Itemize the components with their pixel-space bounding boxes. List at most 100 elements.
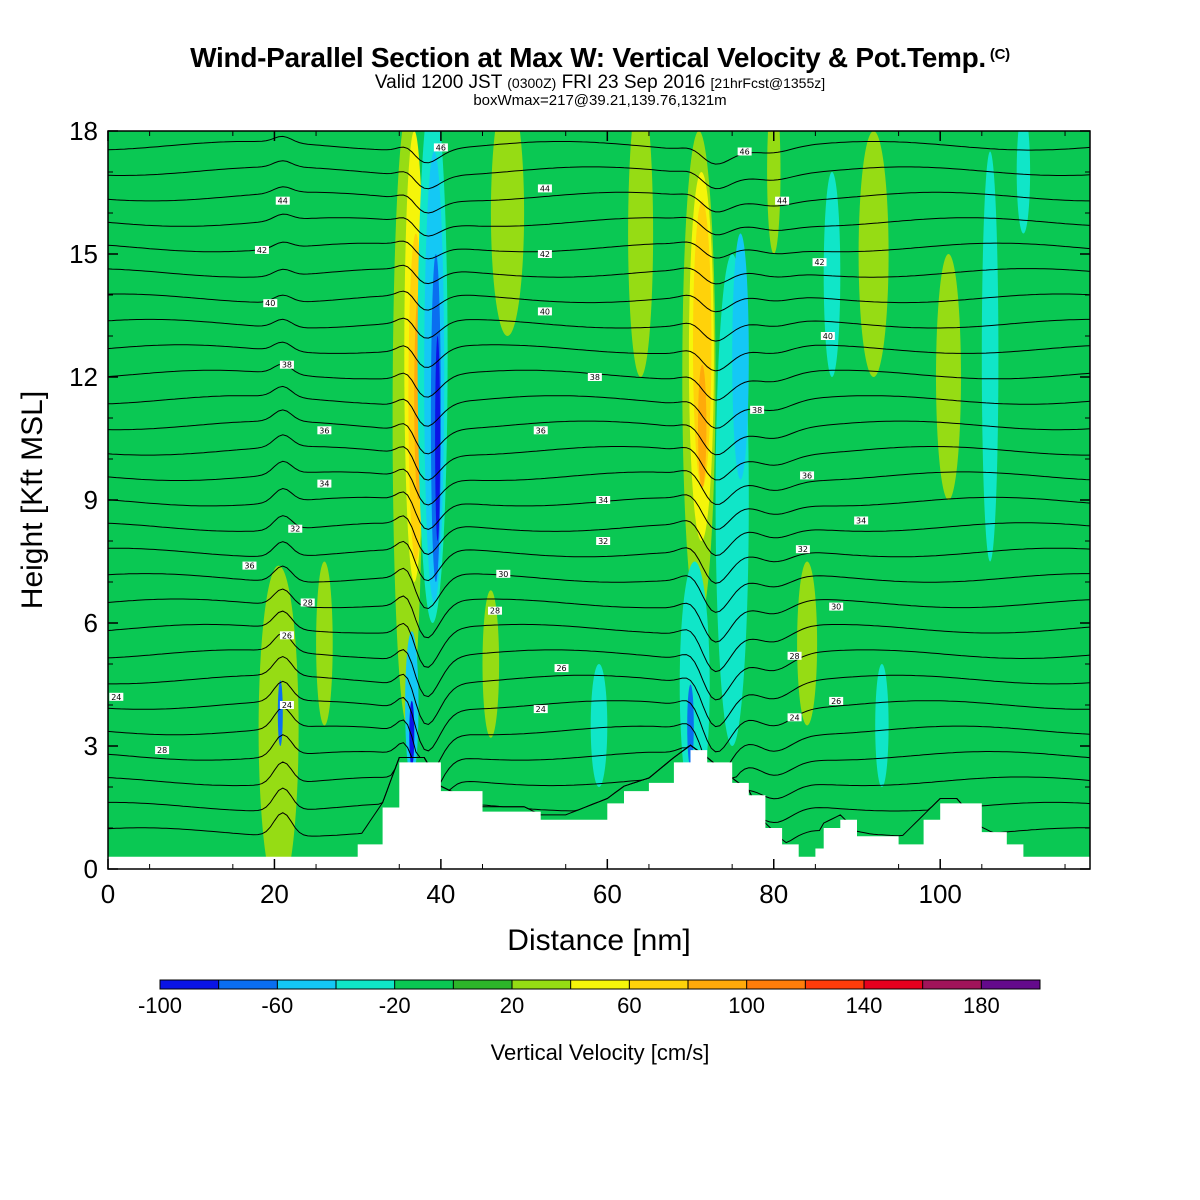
colorbar-tick-label: 180	[963, 993, 1000, 1018]
colorbar: -100 -60 -20 20 60 100 140 180	[138, 979, 1041, 1018]
velocity-cell	[823, 172, 841, 377]
isentrope-label: 34	[319, 480, 329, 489]
isentrope-line	[108, 290, 1090, 313]
colorbar-tick-label: -20	[379, 993, 411, 1018]
isentrope-line	[108, 160, 1090, 190]
velocity-cell	[858, 131, 889, 377]
isentrope-label-bg	[829, 696, 844, 705]
isentrope-label-bg	[820, 332, 835, 340]
velocity-cell	[277, 680, 283, 746]
isentrope-label-bg	[487, 606, 502, 615]
x-tick-label: 40	[426, 879, 455, 909]
isentrope-line	[108, 515, 1090, 557]
isentrope-label: 28	[789, 652, 799, 661]
colorbar-swatch	[336, 980, 396, 989]
valid-date: FRI 23 Sep 2016	[561, 72, 706, 93]
isentrope-labels: 24 28 36 32 34 36 38 40 42 44 28 26 24 46 44 42 40 38 36 34…	[109, 143, 869, 755]
isentrope-label-bg	[279, 631, 294, 640]
y-tick-label: 3	[84, 731, 98, 761]
isentrope-label-bg	[795, 545, 810, 554]
valid-utc: (0300Z)	[507, 75, 557, 91]
colorbar-swatch	[394, 980, 454, 989]
x-tick-label: 60	[593, 879, 622, 909]
isentrope-label-bg	[829, 602, 844, 611]
isentrope-label: 26	[556, 664, 566, 673]
colorbar-swatch	[570, 980, 630, 989]
velocity-cell	[732, 233, 749, 480]
isentrope-line	[108, 264, 1090, 285]
isentrope-label-bg	[300, 598, 315, 607]
isentrope-label: 40	[823, 332, 833, 341]
velocity-cell	[316, 561, 333, 726]
isentrope-line	[108, 744, 1090, 800]
velocity-cell	[490, 131, 525, 336]
isentrope-line	[108, 588, 1090, 643]
isentrope-label-bg	[242, 561, 257, 570]
isentrope-line	[108, 744, 1090, 824]
isentrope-line	[108, 240, 1090, 260]
isentrope-label: 32	[598, 537, 608, 546]
isentrope-label-bg	[279, 701, 294, 709]
colorbar-tick-label: 60	[617, 993, 641, 1018]
colorbar-label: Vertical Velocity [cm/s]	[490, 1040, 710, 1065]
isentrope-label-bg	[254, 245, 269, 254]
isentrope-label-bg	[787, 713, 802, 722]
isentrope-label: 24	[282, 701, 292, 710]
chart-title-text: Wind-Parallel Section at Max W: Vertical…	[190, 42, 986, 73]
isentrope-label-bg	[496, 569, 511, 578]
velocity-cell	[435, 336, 441, 541]
isentrope-line	[108, 186, 1090, 214]
x-tick-label: 0	[101, 879, 115, 909]
colorbar-swatch	[512, 980, 572, 989]
isentrope-label: 24	[536, 705, 546, 714]
isentrope-label-bg	[317, 479, 332, 488]
colorbar-tick-label: -100	[138, 993, 182, 1018]
isentrope-label-bg	[279, 360, 294, 369]
isentrope-label-bg	[263, 299, 278, 308]
colorbar-tick-label: 140	[846, 993, 883, 1018]
velocity-cell	[1016, 131, 1031, 234]
terrain	[108, 750, 1090, 869]
copyright-mark: (C)	[989, 46, 1010, 63]
isentrope-label: 28	[303, 599, 313, 608]
box-info: boxWmax=217@39.21,139.76,1321m	[473, 92, 727, 109]
isentrope-label: 26	[831, 697, 841, 706]
y-tick-label: 15	[69, 239, 98, 269]
isentrope-label: 46	[740, 148, 750, 157]
isentrope-line	[108, 680, 1090, 753]
isentrope-line	[108, 317, 1090, 342]
isentrope-label: 40	[265, 299, 275, 308]
y-tick-label: 9	[84, 485, 98, 515]
isentrope-line	[108, 565, 1090, 613]
isentrope-label: 42	[257, 246, 267, 255]
velocity-cell	[875, 664, 889, 787]
isentrope-label: 32	[290, 525, 300, 534]
isentrope-line	[108, 540, 1090, 584]
isentrope-label-bg	[317, 426, 332, 435]
isentrope-label-bg	[596, 496, 611, 504]
isentrope-label-bg	[750, 405, 765, 414]
isentrope-label: 28	[157, 746, 167, 755]
isentrope-line	[108, 341, 1090, 372]
isentrope-label-bg	[787, 651, 802, 660]
forecast-info: [21hrFcst@1355z]	[710, 75, 826, 91]
isentrope-label: 26	[282, 631, 292, 640]
x-tick-label: 100	[919, 879, 962, 909]
isentrope-line	[108, 707, 1090, 773]
isentrope-line	[108, 434, 1090, 481]
y-tick-label: 6	[84, 608, 98, 638]
isentrope-label: 24	[789, 713, 799, 722]
isentrope-line	[108, 409, 1090, 456]
isentrope-label-bg	[737, 147, 752, 156]
x-tick-label: 20	[260, 879, 289, 909]
x-tick-label: 80	[759, 879, 788, 909]
colorbar-swatch	[922, 980, 982, 989]
isentrope-label: 46	[436, 143, 446, 152]
isentrope-label: 36	[244, 562, 254, 571]
isentrope-line	[108, 734, 1090, 783]
isentrope-label: 42	[814, 258, 824, 267]
isentrope-label: 38	[590, 373, 600, 382]
colorbar-swatch	[453, 980, 513, 989]
velocity-cell	[590, 664, 608, 787]
